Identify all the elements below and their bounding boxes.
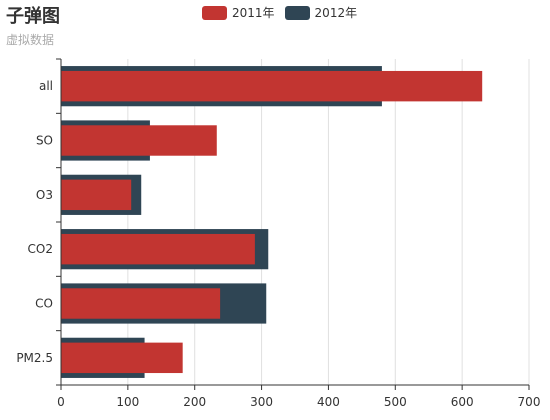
x-tick-label: 500 xyxy=(384,395,407,409)
legend-swatch-2012 xyxy=(284,5,310,20)
axes: 0 100 200 300 400 500 600 700 all SO O3 CO2 CO PM2.5 xyxy=(16,58,541,409)
y-tick-label: SO xyxy=(36,134,53,148)
bar-2011 xyxy=(61,125,217,156)
chart-subtitle: 虚拟数据 xyxy=(6,33,55,47)
legend-label-2011: 2011年 xyxy=(232,6,275,20)
y-tick-label: all xyxy=(39,79,53,93)
y-tick-label: PM2.5 xyxy=(16,351,53,365)
y-tick-label: CO xyxy=(35,297,53,311)
x-tick-label: 200 xyxy=(183,395,206,409)
bar-2011 xyxy=(61,70,483,102)
grid-lines xyxy=(127,59,530,385)
bars xyxy=(61,66,483,378)
legend-item-2012[interactable]: 2012年 xyxy=(284,4,358,21)
y-tick-label: CO2 xyxy=(28,242,53,256)
bar-2011 xyxy=(61,179,132,211)
chart-title: 子弹图 xyxy=(6,6,60,27)
x-tick-label: 400 xyxy=(317,395,340,409)
x-tick-label: 600 xyxy=(451,395,474,409)
x-tick-label: 100 xyxy=(116,395,139,409)
bar-2011 xyxy=(61,342,183,374)
legend: 2011年 2012年 xyxy=(202,4,367,21)
legend-swatch-2011 xyxy=(202,5,227,20)
y-tick-label: O3 xyxy=(36,188,53,202)
legend-label-2012: 2012年 xyxy=(314,6,358,20)
bar-2011 xyxy=(61,233,255,265)
bar-2011 xyxy=(61,288,221,319)
x-tick-label: 700 xyxy=(518,395,541,409)
x-tick-label: 0 xyxy=(57,395,65,409)
x-tick-label: 300 xyxy=(250,395,273,409)
legend-item-2011[interactable]: 2011年 xyxy=(202,4,275,21)
